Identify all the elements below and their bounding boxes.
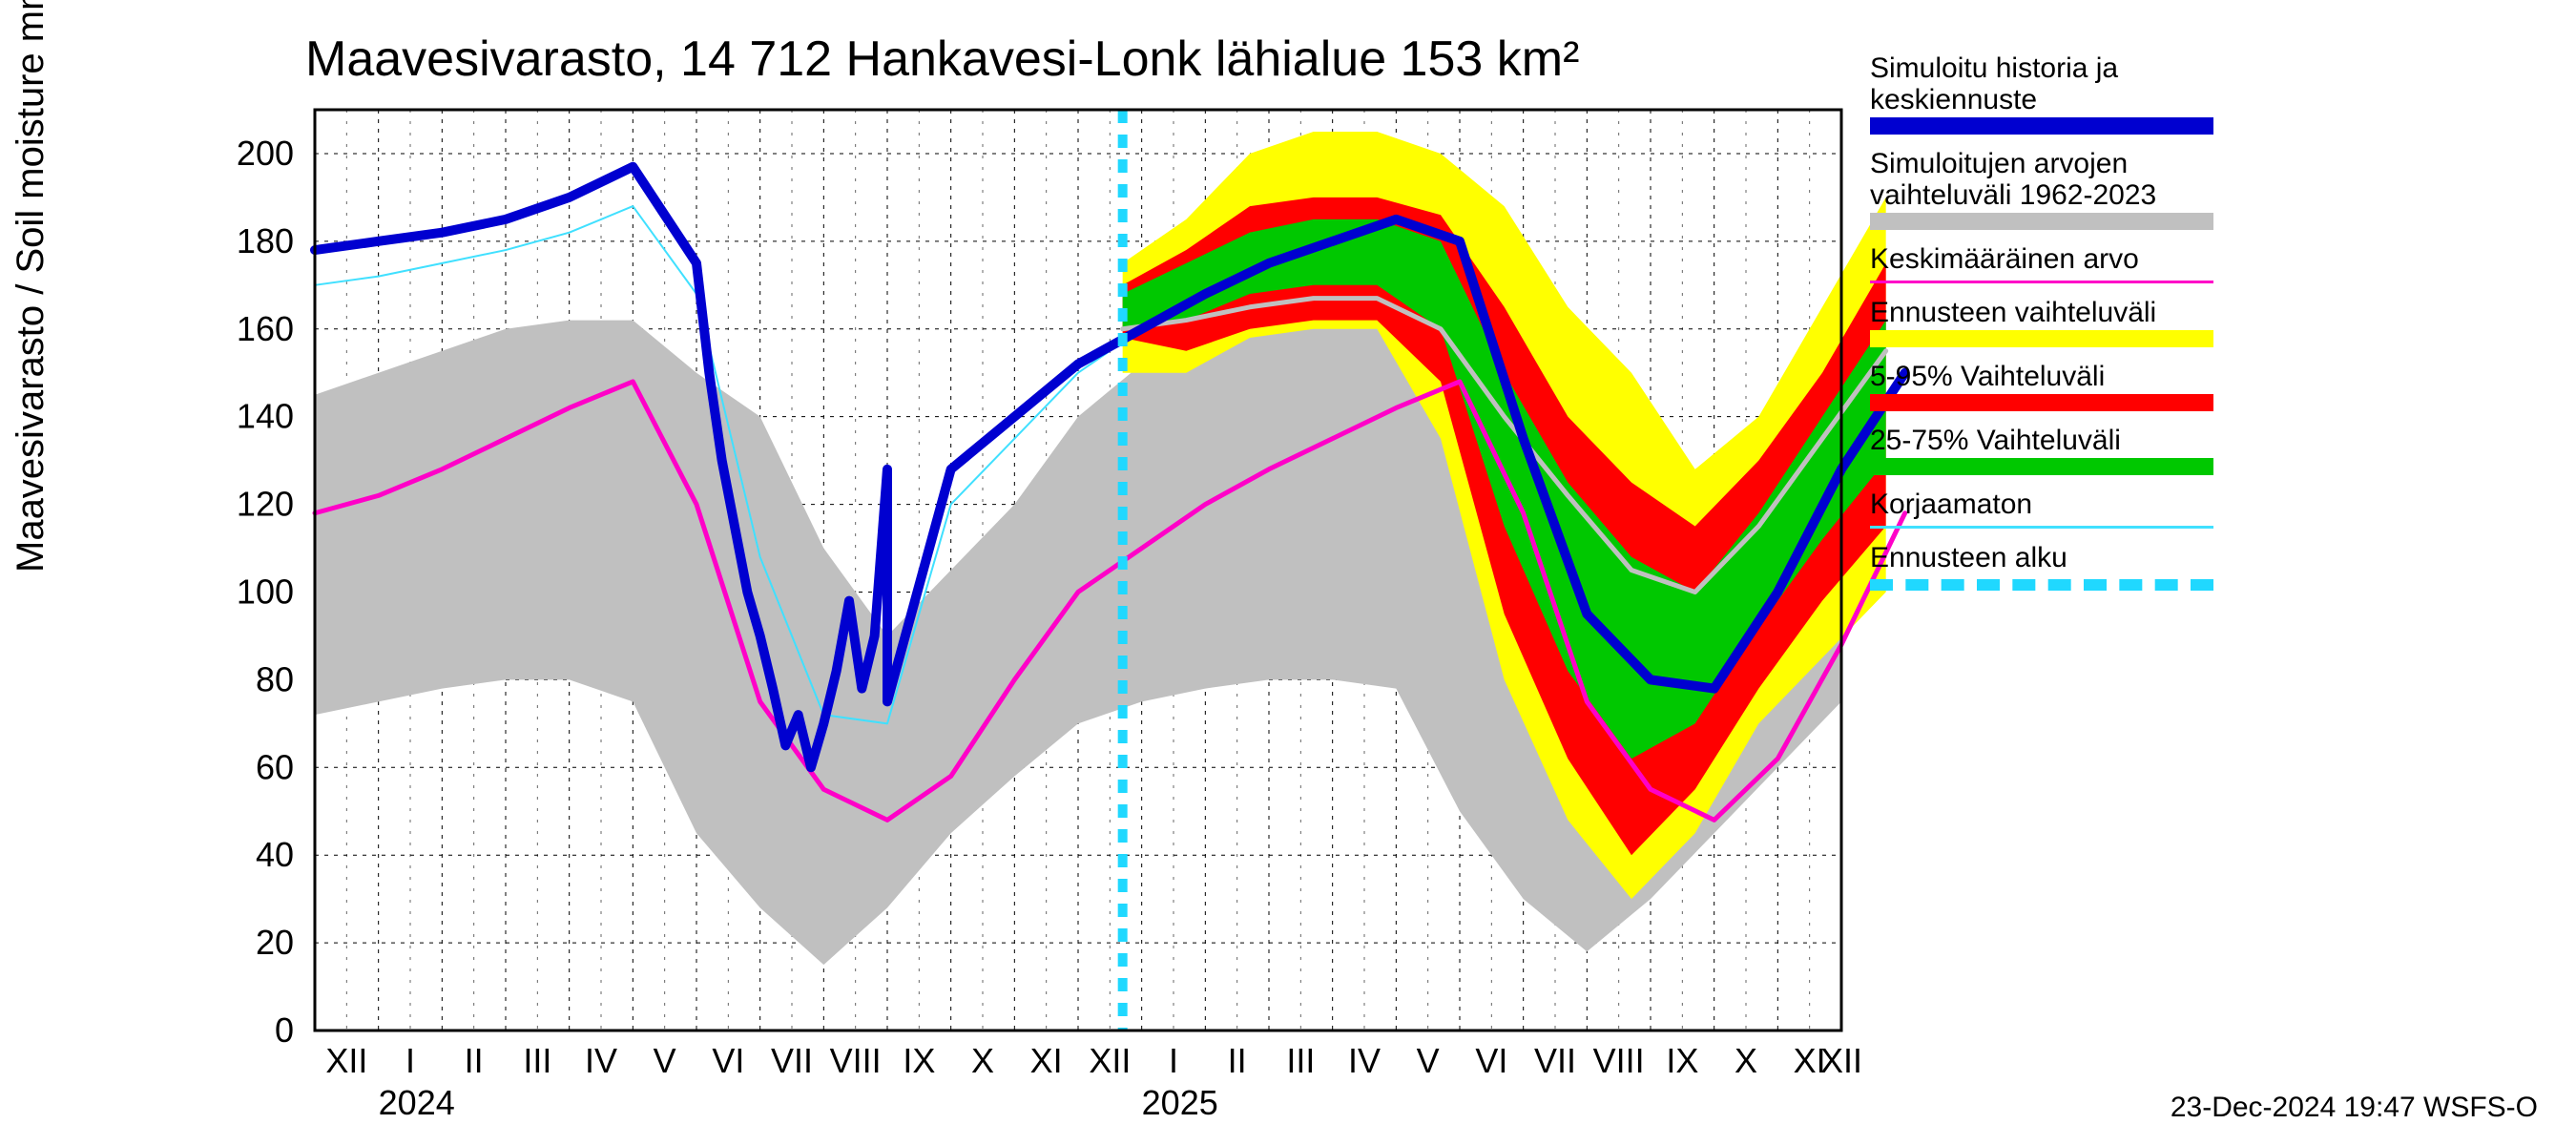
legend-label: Keskimääräinen arvo — [1870, 243, 2252, 275]
legend-swatch — [1870, 117, 2213, 135]
svg-text:20: 20 — [256, 923, 294, 962]
svg-text:60: 60 — [256, 747, 294, 786]
legend-swatch — [1870, 330, 2213, 347]
legend-item: 5-95% Vaihteluväli — [1870, 361, 2252, 411]
svg-text:VII: VII — [1534, 1041, 1576, 1080]
legend-swatch — [1870, 579, 2213, 591]
svg-text:IV: IV — [1348, 1041, 1381, 1080]
legend-swatch — [1870, 394, 2213, 411]
chart-page: { "chart": { "type": "line-area-timeseri… — [0, 0, 2576, 1145]
svg-text:V: V — [1417, 1041, 1440, 1080]
svg-text:VI: VI — [1475, 1041, 1507, 1080]
legend-label: 5-95% Vaihteluväli — [1870, 361, 2252, 392]
svg-text:40: 40 — [256, 835, 294, 874]
legend-swatch — [1870, 458, 2213, 475]
svg-text:2024: 2024 — [379, 1083, 455, 1122]
svg-text:I: I — [1169, 1041, 1178, 1080]
svg-text:160: 160 — [237, 309, 294, 348]
legend-label: Simuloitu historia ja keskiennuste — [1870, 52, 2252, 115]
legend-item: Ennusteen vaihteluväli — [1870, 297, 2252, 347]
legend-item: Keskimääräinen arvo — [1870, 243, 2252, 283]
legend-label: Ennusteen alku — [1870, 542, 2252, 573]
svg-text:XII: XII — [1089, 1041, 1131, 1080]
svg-text:VI: VI — [712, 1041, 744, 1080]
svg-text:VII: VII — [771, 1041, 813, 1080]
svg-text:2025: 2025 — [1142, 1083, 1218, 1122]
svg-text:IV: IV — [585, 1041, 617, 1080]
svg-text:III: III — [1286, 1041, 1315, 1080]
legend-swatch — [1870, 213, 2213, 230]
svg-text:V: V — [654, 1041, 676, 1080]
svg-text:140: 140 — [237, 397, 294, 436]
svg-text:II: II — [465, 1041, 484, 1080]
svg-text:200: 200 — [237, 134, 294, 173]
svg-text:II: II — [1228, 1041, 1247, 1080]
legend-label: Simuloitujen arvojen vaihteluväli 1962-2… — [1870, 148, 2252, 211]
svg-text:120: 120 — [237, 485, 294, 524]
legend-item: Korjaamaton — [1870, 489, 2252, 529]
legend: Simuloitu historia ja keskiennuste Simulo… — [1870, 52, 2252, 604]
legend-label: Ennusteen vaihteluväli — [1870, 297, 2252, 328]
legend-item: Simuloitujen arvojen vaihteluväli 1962-2… — [1870, 148, 2252, 230]
legend-item: 25-75% Vaihteluväli — [1870, 425, 2252, 475]
svg-text:XII: XII — [1820, 1041, 1862, 1080]
svg-text:XII: XII — [325, 1041, 367, 1080]
svg-text:I: I — [405, 1041, 415, 1080]
svg-text:XI: XI — [1030, 1041, 1063, 1080]
svg-text:X: X — [971, 1041, 994, 1080]
legend-item: Ennusteen alku — [1870, 542, 2252, 591]
svg-text:80: 80 — [256, 659, 294, 698]
svg-text:VIII: VIII — [1593, 1041, 1645, 1080]
svg-text:100: 100 — [237, 572, 294, 611]
svg-text:VIII: VIII — [830, 1041, 882, 1080]
legend-item: Simuloitu historia ja keskiennuste — [1870, 52, 2252, 135]
svg-text:III: III — [523, 1041, 551, 1080]
svg-text:IX: IX — [1666, 1041, 1698, 1080]
svg-text:180: 180 — [237, 221, 294, 260]
legend-label: 25-75% Vaihteluväli — [1870, 425, 2252, 456]
legend-swatch — [1870, 526, 2213, 529]
svg-text:0: 0 — [275, 1010, 294, 1050]
legend-label: Korjaamaton — [1870, 489, 2252, 520]
svg-text:IX: IX — [903, 1041, 935, 1080]
svg-text:X: X — [1735, 1041, 1757, 1080]
legend-swatch — [1870, 281, 2213, 283]
